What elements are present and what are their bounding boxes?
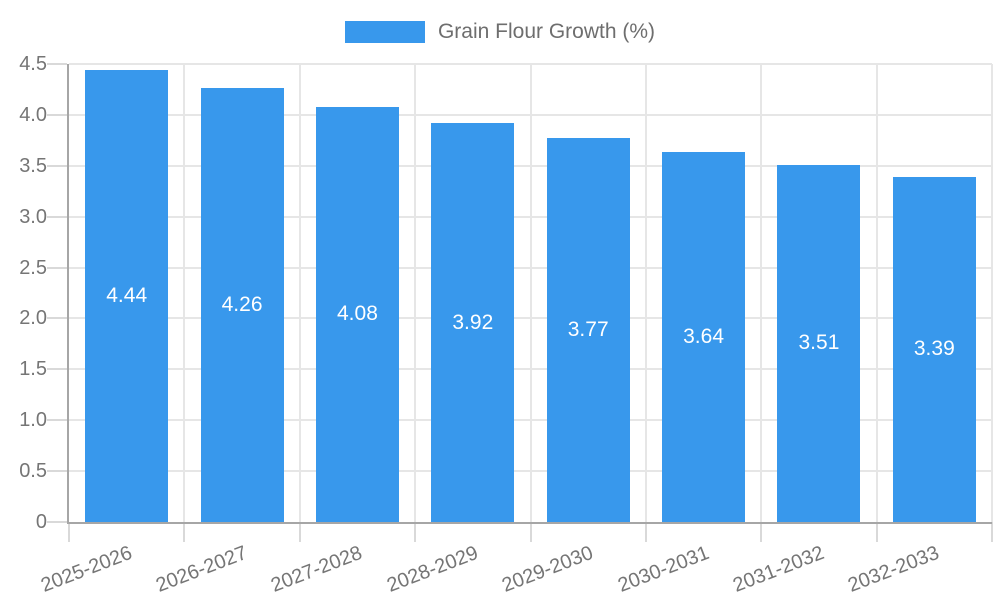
y-tick xyxy=(47,470,67,473)
x-axis-line xyxy=(67,522,992,524)
legend-swatch xyxy=(344,21,425,43)
y-tick xyxy=(47,113,67,116)
x-tick xyxy=(529,522,532,542)
x-gridline xyxy=(414,64,417,522)
y-axis-label: 1.0 xyxy=(19,409,47,432)
y-axis-label: 3.5 xyxy=(19,154,47,177)
x-gridline xyxy=(644,64,647,522)
y-axis-label: 4.5 xyxy=(19,53,47,75)
y-tick xyxy=(47,164,67,167)
bar-value-label: 3.64 xyxy=(683,324,724,348)
bar[interactable]: 4.08 xyxy=(315,106,399,522)
x-gridline xyxy=(529,64,532,522)
x-tick xyxy=(414,522,417,542)
legend-label: Grain Flour Growth (%) xyxy=(437,20,656,43)
y-axis-label: 1.5 xyxy=(19,358,47,381)
y-tick xyxy=(47,419,67,422)
bar[interactable]: 3.39 xyxy=(892,176,976,522)
y-tick xyxy=(47,317,67,320)
bar-value-label: 4.44 xyxy=(106,284,148,308)
bar-value-label: 4.26 xyxy=(221,293,263,317)
x-gridline xyxy=(298,64,301,522)
y-axis-label: 2.5 xyxy=(19,256,47,279)
y-tick xyxy=(47,368,67,371)
y-axis-line xyxy=(67,64,69,522)
bar-value-label: 4.08 xyxy=(337,302,378,326)
bar[interactable]: 3.77 xyxy=(546,138,630,522)
x-gridline xyxy=(991,64,993,522)
bar-value-label: 3.92 xyxy=(452,310,494,334)
x-tick xyxy=(644,522,647,542)
y-tick xyxy=(47,266,67,269)
bar[interactable]: 3.92 xyxy=(431,123,515,522)
x-tick xyxy=(298,522,301,542)
y-tick xyxy=(47,63,67,65)
bar-value-label: 3.77 xyxy=(567,318,609,342)
y-axis-label: 3.0 xyxy=(19,205,47,228)
y-axis-label: 0.5 xyxy=(19,460,47,483)
x-tick xyxy=(875,522,878,542)
bar[interactable]: 3.51 xyxy=(777,164,861,522)
y-axis-label: 2.0 xyxy=(19,307,47,330)
y-tick xyxy=(47,521,67,523)
y-axis-label: 0 xyxy=(35,511,47,533)
x-gridline xyxy=(183,64,186,522)
x-tick xyxy=(68,522,70,542)
x-gridline xyxy=(760,64,763,522)
bar[interactable]: 4.44 xyxy=(85,70,169,522)
bar[interactable]: 3.64 xyxy=(662,151,746,522)
bar-value-label: 3.51 xyxy=(798,331,840,355)
bar[interactable]: 4.26 xyxy=(200,88,284,522)
x-tick xyxy=(991,522,993,542)
y-tick xyxy=(47,215,67,218)
legend[interactable]: Grain Flour Growth (%) xyxy=(0,21,1000,43)
bar-value-label: 3.39 xyxy=(913,337,955,361)
x-tick xyxy=(183,522,186,542)
x-gridline xyxy=(875,64,878,522)
y-axis-label: 4.0 xyxy=(19,103,47,126)
x-tick xyxy=(760,522,763,542)
